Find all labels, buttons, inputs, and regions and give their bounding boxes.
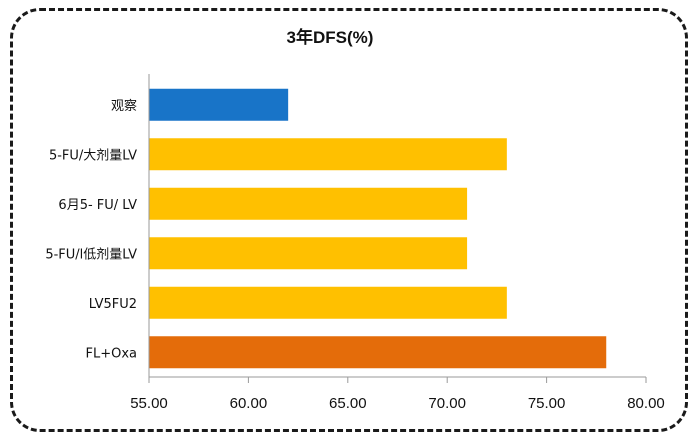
x-tick-label-3: 70.00 — [428, 395, 466, 412]
category-label-3: 5-FU/l低剂量LV — [45, 247, 137, 262]
bar-0 — [149, 88, 289, 121]
chart-title: 3年DFS(%) — [287, 27, 374, 47]
category-label-5: FL+Oxa — [85, 346, 137, 361]
category-label-2: 6月5- FU/ LV — [58, 198, 137, 213]
category-label-4: LV5FU2 — [89, 297, 137, 312]
bars-layer — [149, 88, 607, 369]
bar-4 — [149, 286, 507, 319]
bar-2 — [149, 187, 468, 220]
bar-1 — [149, 138, 507, 171]
bar-5 — [149, 336, 607, 369]
category-labels: 观察 5-FU/大剂量LV 6月5- FU/ LV 5-FU/l低剂量LV LV5FU2… — [45, 99, 137, 362]
x-tick-label-4: 75.00 — [528, 395, 566, 412]
x-tick-label-1: 60.00 — [230, 395, 268, 412]
x-tick-label-0: 55.00 — [130, 395, 168, 412]
x-tick-label-5: 80.00 — [627, 395, 665, 412]
x-tick-label-2: 65.00 — [329, 395, 367, 412]
category-label-1: 5-FU/大剂量LV — [49, 148, 137, 163]
category-label-0: 观察 — [111, 99, 137, 114]
x-axis: 55.00 60.00 65.00 70.00 75.00 80.00 — [130, 74, 665, 412]
bar-3 — [149, 237, 468, 270]
chart-frame — [10, 8, 688, 432]
